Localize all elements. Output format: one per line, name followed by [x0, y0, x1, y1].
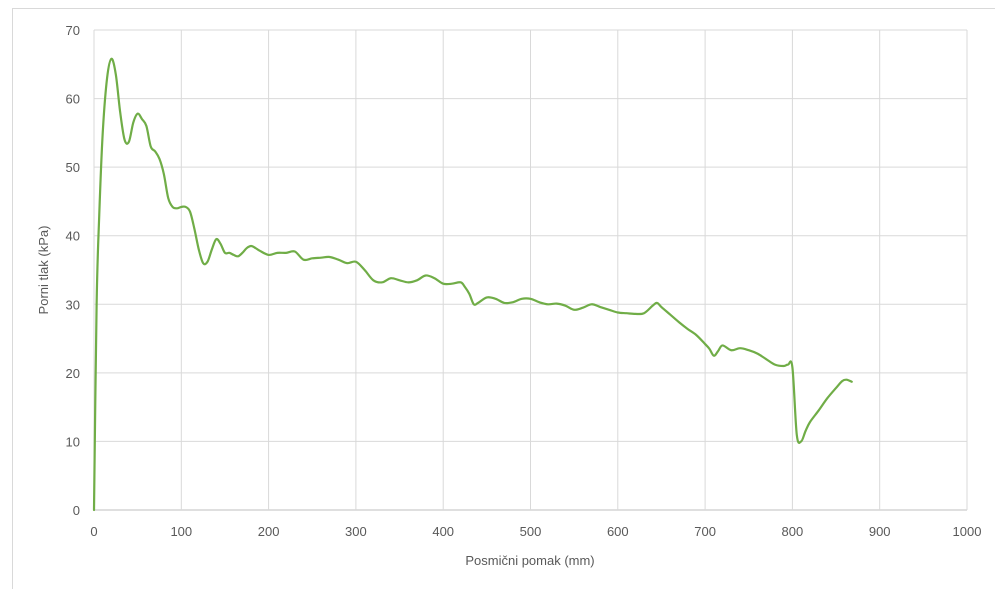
y-axis-title: Porni tlak (kPa) [36, 226, 51, 315]
y-tick-label: 70 [66, 23, 80, 38]
y-tick-label: 10 [66, 434, 80, 449]
x-tick-label: 800 [782, 524, 804, 539]
x-tick-label: 700 [694, 524, 716, 539]
x-tick-label: 500 [520, 524, 542, 539]
y-tick-labels: 0 10 20 30 40 50 60 70 [66, 23, 80, 518]
x-tick-labels: 0 100 200 300 400 500 600 700 800 900 1000 [90, 524, 981, 539]
x-tick-label: 900 [869, 524, 891, 539]
x-tick-label: 400 [432, 524, 454, 539]
y-tick-label: 40 [66, 229, 80, 244]
x-tick-label: 300 [345, 524, 367, 539]
gridlines [93, 29, 968, 511]
x-tick-label: 100 [170, 524, 192, 539]
series-line [92, 57, 853, 512]
x-tick-label: 1000 [953, 524, 982, 539]
y-tick-label: 20 [66, 366, 80, 381]
chart-frame [12, 8, 995, 589]
y-tick-label: 0 [73, 503, 80, 518]
x-tick-label: 600 [607, 524, 629, 539]
x-tick-label: 0 [90, 524, 97, 539]
y-tick-label: 30 [66, 297, 80, 312]
y-tick-label: 60 [66, 92, 80, 107]
x-tick-label: 200 [258, 524, 280, 539]
y-tick-label: 50 [66, 160, 80, 175]
x-axis-title: Posmični pomak (mm) [465, 553, 594, 568]
series-layer [92, 57, 853, 512]
